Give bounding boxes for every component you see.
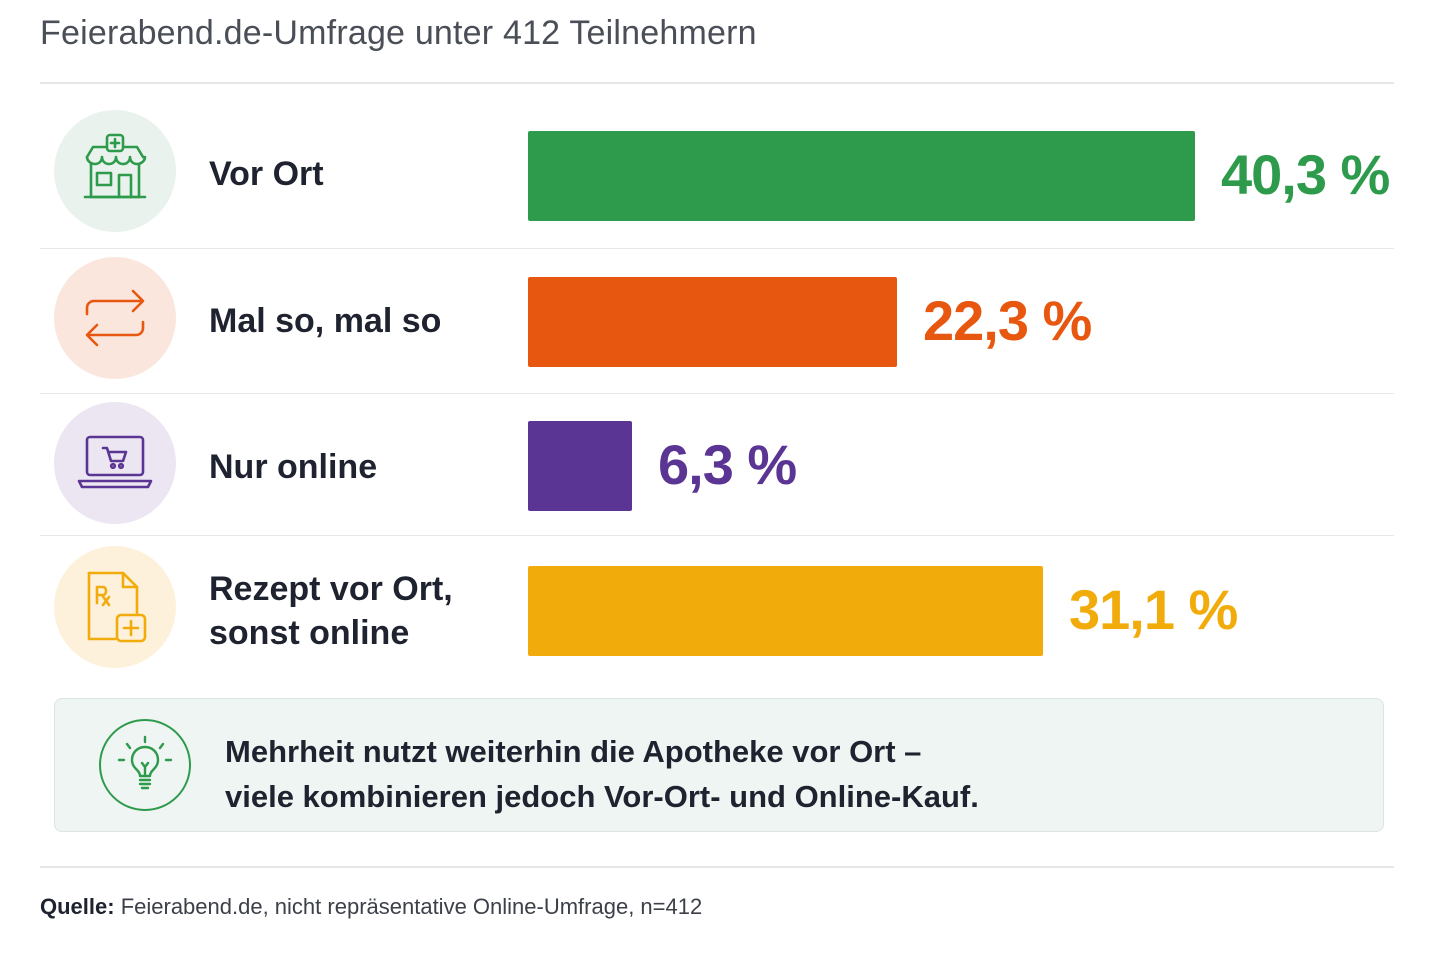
- bar-rezept-vor-ort-sonst-online: [528, 566, 1043, 656]
- value-label-rezept-vor-ort-sonst-online: 31,1 %: [1069, 578, 1238, 641]
- value-label-vor-ort: 40,3 %: [1221, 143, 1390, 206]
- pharmacy-store-icon: [54, 110, 176, 232]
- bar-vor-ort: [528, 131, 1195, 221]
- source-note: Quelle: Feierabend.de, nicht repräsentat…: [40, 894, 702, 920]
- row-divider: [40, 393, 1394, 394]
- category-label-vor-ort: Vor Ort: [209, 155, 324, 193]
- laptop-cart-icon: [54, 402, 176, 524]
- source-text: Feierabend.de, nicht repräsentative Onli…: [120, 894, 703, 919]
- bar-mal-so-mal-so: [528, 277, 897, 367]
- exchange-arrows-icon: [54, 257, 176, 379]
- row-divider: [40, 248, 1394, 249]
- category-label-mal-so-mal-so: Mal so, mal so: [209, 302, 442, 340]
- key-finding-box: Mehrheit nutzt weiterhin die Apotheke vo…: [54, 698, 1384, 832]
- title-divider: [40, 82, 1394, 84]
- key-finding-text: Mehrheit nutzt weiterhin die Apotheke vo…: [225, 734, 979, 814]
- chart-title: Feierabend.de-Umfrage unter 412 Teilnehm…: [40, 14, 757, 52]
- footer-divider: [40, 866, 1394, 868]
- value-label-nur-online: 6,3 %: [658, 433, 797, 496]
- category-label-nur-online: Nur online: [209, 448, 378, 486]
- lightbulb-icon: [99, 719, 191, 811]
- bar-nur-online: [528, 421, 632, 511]
- category-label-rezept-vor-ort-sonst-online: Rezept vor Ort, sonst online: [209, 570, 453, 652]
- prescription-icon: [54, 546, 176, 668]
- value-label-mal-so-mal-so: 22,3 %: [923, 289, 1092, 352]
- row-divider: [40, 535, 1394, 536]
- source-label: Quelle:: [40, 894, 115, 919]
